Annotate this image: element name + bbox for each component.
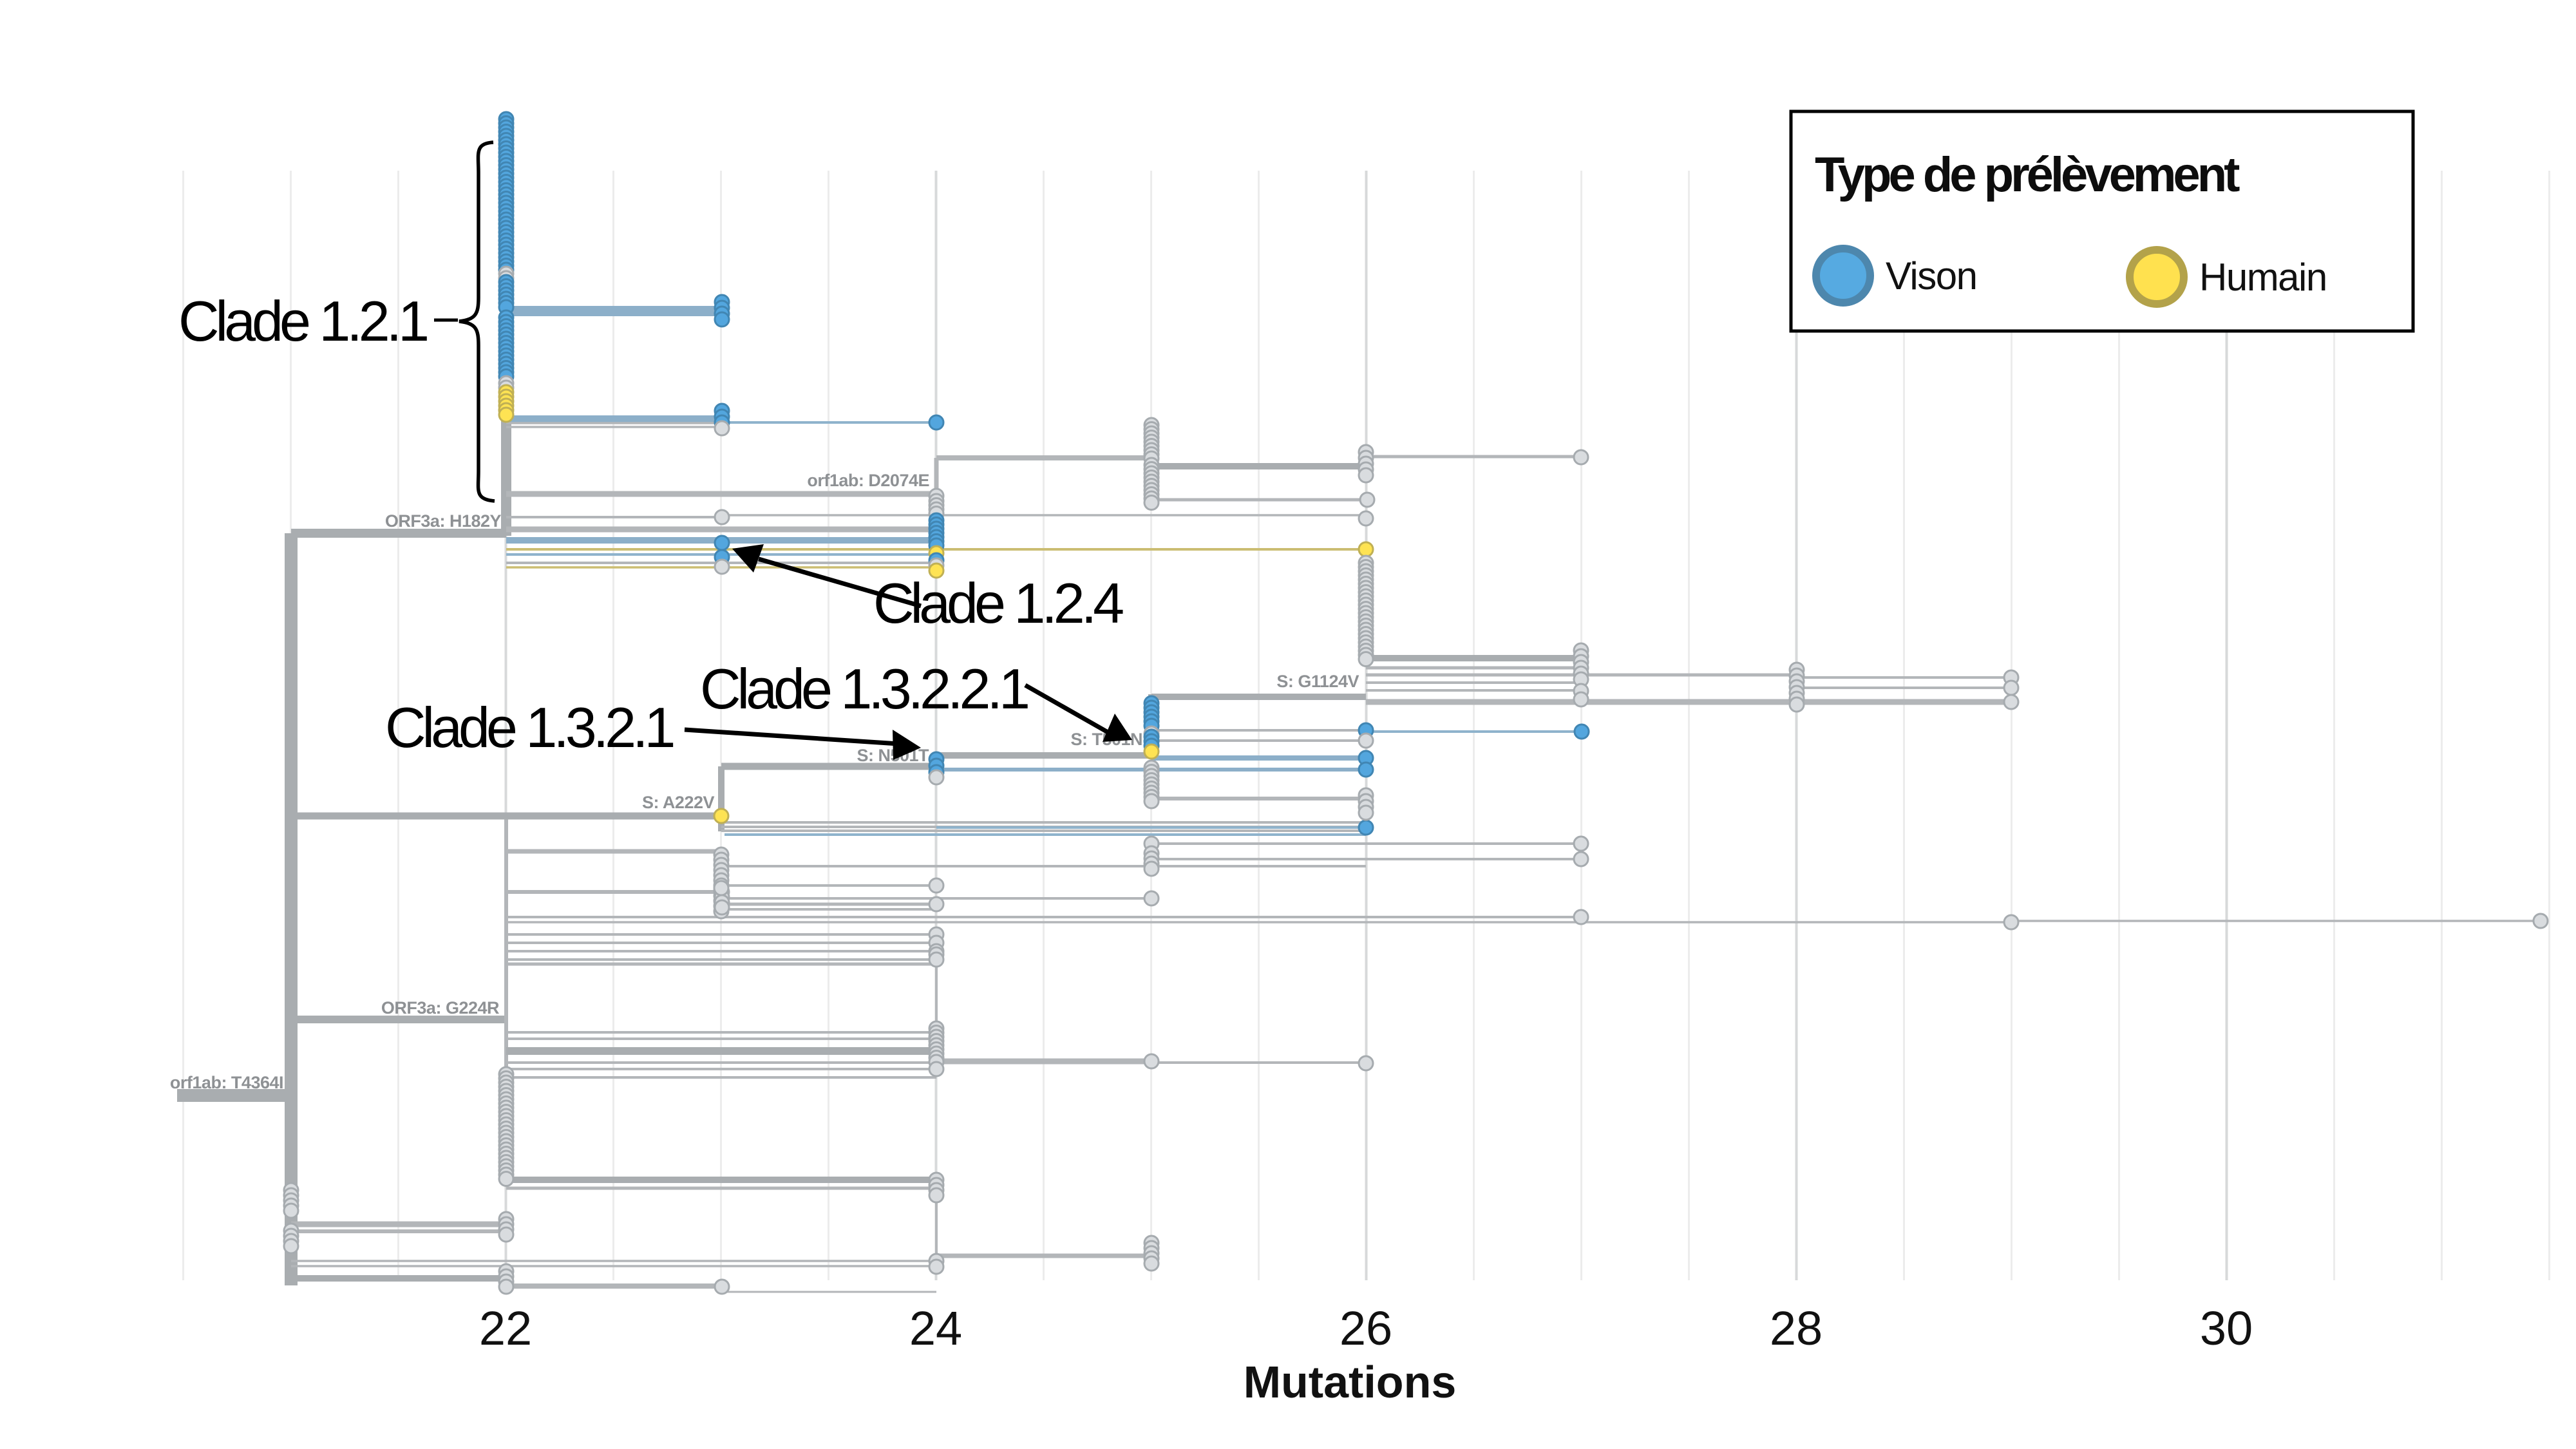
svg-text:28: 28 [1770,1302,1823,1355]
svg-text:ORF3a: H182Y: ORF3a: H182Y [385,511,502,531]
svg-text:24: 24 [909,1302,962,1355]
svg-text:Humain: Humain [2199,256,2327,299]
svg-text:S: A222V: S: A222V [642,793,715,812]
svg-text:Mutations: Mutations [1244,1357,1457,1407]
svg-text:Vison: Vison [1886,254,1977,298]
svg-text:Clade 1.3.2.1: Clade 1.3.2.1 [385,696,674,759]
svg-text:22: 22 [479,1302,532,1355]
svg-text:orf1ab: D2074E: orf1ab: D2074E [807,471,929,490]
svg-text:Clade 1.2.1: Clade 1.2.1 [178,289,427,353]
svg-text:30: 30 [2200,1302,2253,1355]
svg-text:orf1ab: T4364I: orf1ab: T4364I [170,1073,283,1092]
svg-text:26: 26 [1340,1302,1392,1355]
svg-text:S: G1124V: S: G1124V [1276,672,1359,691]
svg-text:Type de prélèvement: Type de prélèvement [1815,147,2240,202]
svg-text:ORF3a: G224R: ORF3a: G224R [381,998,499,1018]
svg-text:Clade 1.3.2.2.1: Clade 1.3.2.2.1 [700,657,1028,721]
